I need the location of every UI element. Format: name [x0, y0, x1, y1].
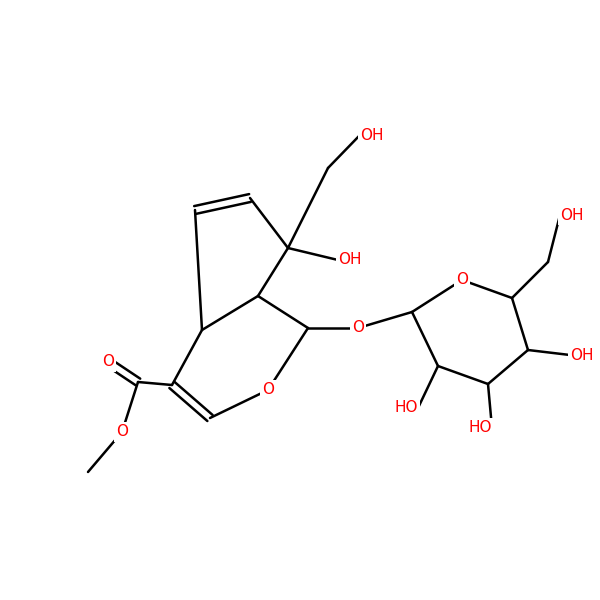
Text: O: O — [262, 383, 274, 397]
Text: O: O — [102, 355, 114, 370]
Text: HO: HO — [469, 421, 492, 436]
Text: O: O — [352, 320, 364, 335]
Text: O: O — [116, 425, 128, 439]
Text: OH: OH — [360, 127, 383, 142]
Text: OH: OH — [560, 208, 583, 223]
Text: OH: OH — [570, 347, 593, 362]
Text: HO: HO — [395, 401, 418, 415]
Text: OH: OH — [338, 253, 361, 268]
Text: O: O — [456, 272, 468, 287]
